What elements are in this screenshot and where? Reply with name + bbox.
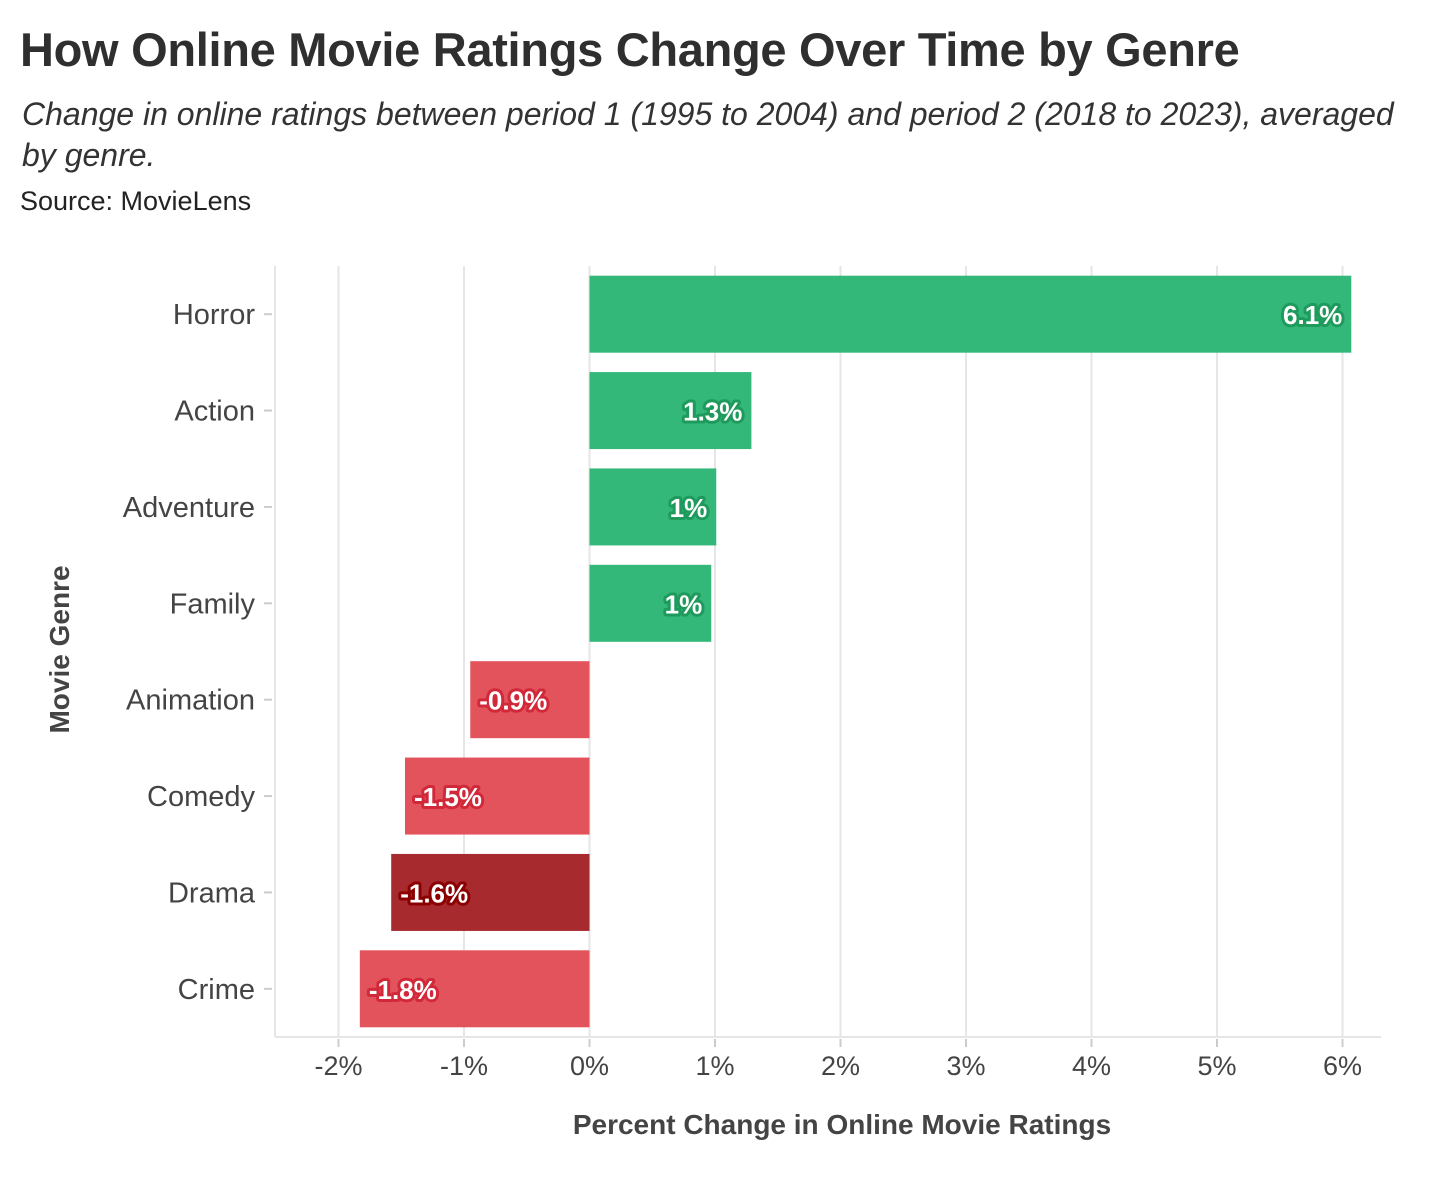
data-label-adventure: 1% bbox=[670, 493, 708, 523]
chart-subtitle: Change in online ratings between period … bbox=[22, 96, 1394, 173]
y-tick-label-drama: Drama bbox=[168, 877, 256, 909]
x-tick-label-1: -1% bbox=[440, 1051, 488, 1081]
y-tick-label-action: Action bbox=[174, 396, 255, 428]
chart-title: How Online Movie Ratings Change Over Tim… bbox=[20, 23, 1240, 76]
y-tick-label-family: Family bbox=[170, 588, 256, 620]
bar-family bbox=[589, 564, 712, 642]
x-tick-label-3: 1% bbox=[695, 1051, 734, 1081]
bar-adventure bbox=[589, 468, 717, 546]
y-tick-label-adventure: Adventure bbox=[123, 492, 255, 524]
x-tick-label-2: 0% bbox=[570, 1051, 609, 1081]
data-label-animation: -0.9% bbox=[479, 686, 547, 716]
y-axis-title: Movie Genre bbox=[44, 565, 75, 733]
y-tick-label-horror: Horror bbox=[173, 299, 256, 331]
x-tick-label-5: 3% bbox=[946, 1051, 985, 1081]
x-axis-title: Percent Change in Online Movie Ratings bbox=[573, 1109, 1111, 1140]
bar-animation bbox=[470, 661, 590, 739]
x-tick-label-6: 4% bbox=[1072, 1051, 1111, 1081]
bar-drama bbox=[391, 853, 590, 931]
bar-crime bbox=[359, 950, 590, 1028]
data-label-horror: 6.1% bbox=[1283, 300, 1342, 330]
tick-labels: Horror Action Adventure Family Animation Come… bbox=[123, 299, 1362, 1081]
x-tick-label-4: 2% bbox=[821, 1051, 860, 1081]
data-label-crime: -1.8% bbox=[369, 975, 437, 1005]
chart-source-caption: Source: MovieLens bbox=[20, 186, 252, 216]
data-label-drama: -1.6% bbox=[400, 878, 468, 908]
bar-action bbox=[589, 372, 752, 450]
bars: 6.1% 1.3% 1% 1% -0.9% -1.5% -1.6% -1.8% bbox=[359, 275, 1352, 1028]
x-tick-label-0: -2% bbox=[314, 1051, 362, 1081]
x-tick-label-7: 5% bbox=[1197, 1051, 1236, 1081]
y-tick-label-crime: Crime bbox=[178, 974, 255, 1006]
bar-horror bbox=[589, 275, 1352, 353]
data-label-action: 1.3% bbox=[683, 397, 742, 427]
data-label-family: 1% bbox=[665, 589, 703, 619]
x-tick-label-8: 6% bbox=[1323, 1051, 1362, 1081]
y-tick-label-comedy: Comedy bbox=[147, 781, 255, 813]
y-tick-label-animation: Animation bbox=[126, 685, 255, 717]
data-label-comedy: -1.5% bbox=[414, 782, 482, 812]
bar-comedy bbox=[405, 757, 590, 835]
